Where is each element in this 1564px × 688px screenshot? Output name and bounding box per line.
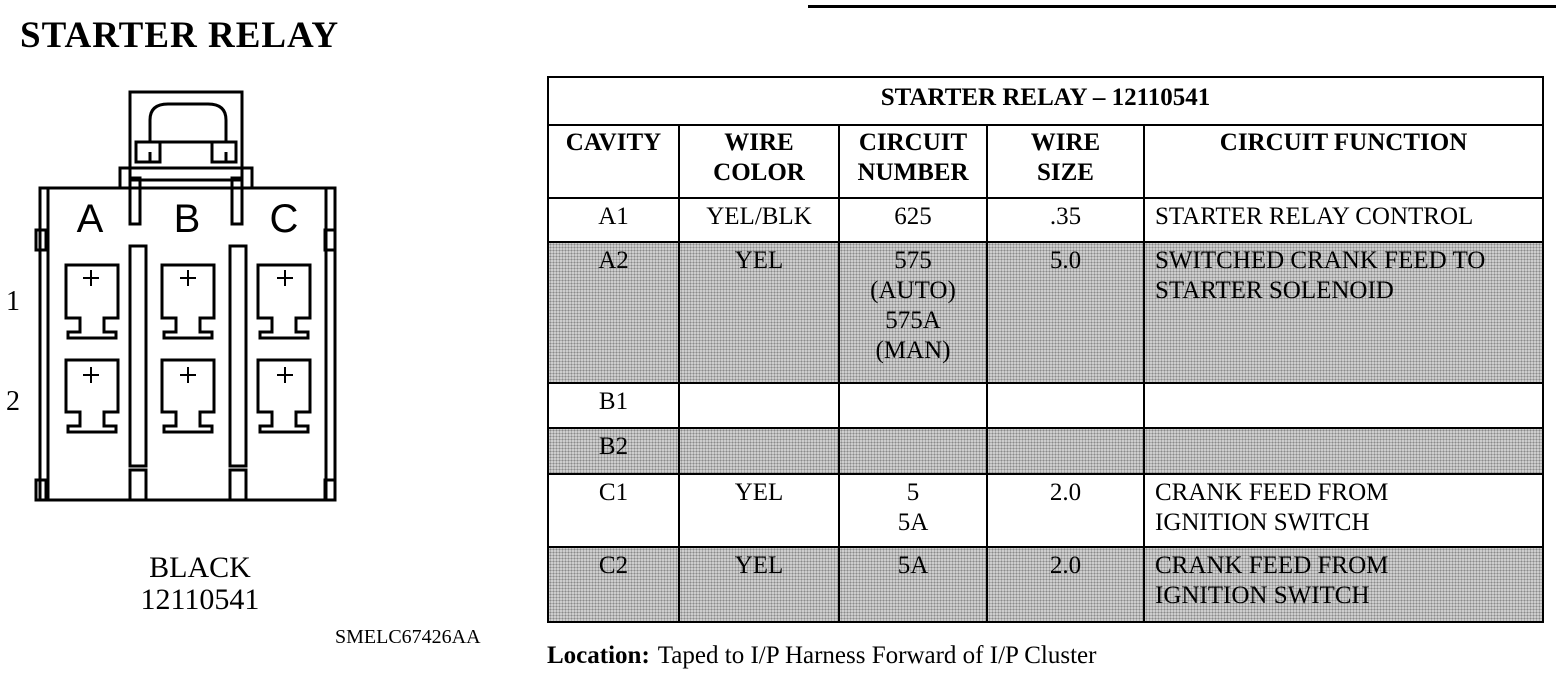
cell-wire-size: 2.0 [986,473,1145,548]
cell-cavity: B1 [547,382,680,429]
header-circuit-number: CIRCUIT NUMBER [838,124,988,199]
location-label: Location: [547,642,650,669]
cell-wire-color [678,382,840,429]
cell-cavity: A1 [547,197,680,243]
cell-circuit-function: SWITCHED CRANK FEED TO STARTER SOLENOID [1142,241,1545,384]
cell-cavity: C1 [547,473,680,548]
table-row: B1 [547,382,1545,429]
connector-diagram: A B C [34,90,337,502]
location-text: Taped to I/P Harness Forward of I/P Clus… [657,642,1097,669]
cell-cavity: A2 [547,241,680,384]
cell-wire-size: 5.0 [986,241,1145,384]
cavity-letter-a: A [77,197,104,241]
row-label-2: 2 [6,386,20,417]
header-wire-size: WIRE SIZE [986,124,1145,199]
cell-circuit-function: CRANK FEED FROM IGNITION SWITCH [1142,546,1545,623]
cell-wire-size: 2.0 [986,546,1145,623]
cavity-letter-b: B [174,197,201,241]
cell-circuit-function [1142,382,1545,429]
connector-part-number: 12110541 [140,583,260,616]
cell-circuit-function: STARTER RELAY CONTROL [1142,197,1545,243]
table-row: C2 YEL 5A 2.0 CRANK FEED FROM IGNITION SW… [547,546,1545,623]
cell-cavity: C2 [547,546,680,623]
location-note: Location: Taped to I/P Harness Forward of… [547,642,1096,670]
cell-circuit-number [838,427,988,475]
cell-circuit-number: 5A [838,546,988,623]
table-row: A1 YEL/BLK 625 .35 STARTER RELAY CONTROL [547,197,1545,243]
header-wire-color: WIRE COLOR [678,124,840,199]
cell-wire-color: YEL [678,241,840,384]
pinout-table: STARTER RELAY – 12110541 CAVITY WIRE COLO… [546,76,1545,623]
cell-wire-color [678,427,840,475]
cell-circuit-function: CRANK FEED FROM IGNITION SWITCH [1142,473,1545,548]
cell-wire-color: YEL [678,546,840,623]
table-row: A2 YEL 575 (AUTO) 575A (MAN) 5.0 SWITCHED … [547,241,1545,384]
cell-wire-color: YEL [678,473,840,548]
table-row: B2 [547,427,1545,475]
cell-circuit-number: 625 [838,197,988,243]
table-row: C1 YEL 5 5A 2.0 CRANK FEED FROM IGNITION S… [547,473,1545,548]
cell-cavity: B2 [547,427,680,475]
cell-wire-size [986,427,1145,475]
connector-color: BLACK [149,551,251,584]
cavity-letter-c: C [270,197,299,241]
diagram-code: SMELC67426AA [335,626,481,648]
cell-circuit-number [838,382,988,429]
cell-wire-size [986,382,1145,429]
cell-wire-color: YEL/BLK [678,197,840,243]
cell-circuit-function [1142,427,1545,475]
header-cavity: CAVITY [547,124,680,199]
table-title: STARTER RELAY – 12110541 [546,76,1545,126]
top-rule [808,5,1556,8]
page-title: STARTER RELAY [20,15,340,56]
header-circuit-function: CIRCUIT FUNCTION [1142,124,1545,199]
cell-circuit-number: 5 5A [838,473,988,548]
connector-color-label: BLACK 12110541 [90,552,310,616]
row-label-1: 1 [6,286,20,317]
cell-circuit-number: 575 (AUTO) 575A (MAN) [838,241,988,384]
table-header-row: CAVITY WIRE COLOR CIRCUIT NUMBER WIRE SIZE … [547,124,1545,199]
cell-wire-size: .35 [986,197,1145,243]
